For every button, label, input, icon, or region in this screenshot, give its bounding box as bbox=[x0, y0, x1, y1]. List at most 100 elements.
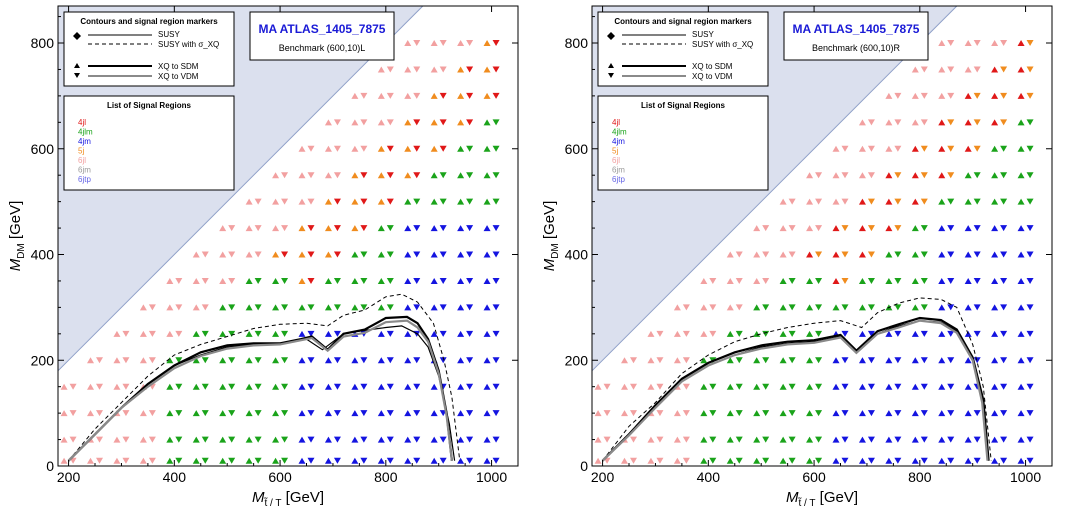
marker-down bbox=[1000, 172, 1008, 179]
marker-down bbox=[709, 457, 717, 464]
marker-down bbox=[762, 251, 770, 258]
marker-down bbox=[492, 251, 500, 258]
marker-down bbox=[894, 357, 902, 364]
marker-down bbox=[466, 436, 474, 443]
marker-up bbox=[673, 436, 681, 443]
marker-down bbox=[867, 330, 875, 337]
marker-down bbox=[281, 457, 289, 464]
marker-up bbox=[166, 410, 174, 417]
marker-down bbox=[254, 457, 262, 464]
marker-down bbox=[307, 457, 315, 464]
marker-down bbox=[413, 304, 421, 311]
x-tick-label: 1000 bbox=[1010, 469, 1041, 485]
marker-down bbox=[228, 436, 236, 443]
marker-up bbox=[991, 145, 999, 152]
marker-down bbox=[466, 198, 474, 205]
marker-up bbox=[911, 330, 919, 337]
marker-down bbox=[920, 119, 928, 126]
marker-up bbox=[272, 172, 280, 179]
legend-regions: List of Signal Regions 4jl4jlm4jm5j6jl6jm… bbox=[63, 95, 235, 191]
marker-up bbox=[219, 251, 227, 258]
marker-down bbox=[466, 410, 474, 417]
marker-up bbox=[377, 304, 385, 311]
marker-up bbox=[858, 330, 866, 337]
marker-up bbox=[1017, 383, 1025, 390]
marker-down bbox=[492, 172, 500, 179]
marker-up bbox=[272, 304, 280, 311]
marker-down bbox=[333, 225, 341, 232]
marker-down bbox=[947, 40, 955, 47]
marker-down bbox=[466, 457, 474, 464]
marker-down bbox=[1026, 172, 1034, 179]
marker-grid bbox=[594, 40, 1034, 464]
marker-down bbox=[920, 330, 928, 337]
benchmark-subtitle: Benchmark (600,10)R bbox=[812, 43, 901, 53]
marker-up bbox=[911, 251, 919, 258]
signal-region-label: 4jlm bbox=[612, 128, 627, 137]
marker-up bbox=[753, 304, 761, 311]
marker-down bbox=[307, 304, 315, 311]
legend-regions-title: List of Signal Regions bbox=[641, 101, 726, 110]
contour-susy-with-xq bbox=[68, 293, 461, 462]
marker-down bbox=[201, 330, 209, 337]
marker-up bbox=[404, 410, 412, 417]
marker-down bbox=[201, 410, 209, 417]
marker-up bbox=[272, 277, 280, 284]
marker-up bbox=[245, 251, 253, 258]
marker-up bbox=[806, 357, 814, 364]
marker-up bbox=[1017, 457, 1025, 464]
marker-up bbox=[60, 457, 68, 464]
marker-up bbox=[779, 198, 787, 205]
marker-down bbox=[413, 410, 421, 417]
marker-down bbox=[466, 40, 474, 47]
marker-up bbox=[166, 304, 174, 311]
marker-down bbox=[762, 383, 770, 390]
contour-xq-to-vdm bbox=[67, 319, 453, 462]
marker-up bbox=[404, 383, 412, 390]
plot-frame bbox=[591, 5, 1053, 467]
marker-up bbox=[779, 251, 787, 258]
marker-down bbox=[709, 277, 717, 284]
marker-down bbox=[867, 304, 875, 311]
marker-down bbox=[973, 198, 981, 205]
marker-down bbox=[788, 304, 796, 311]
marker-up bbox=[430, 172, 438, 179]
marker-up bbox=[483, 330, 491, 337]
marker-down bbox=[656, 410, 664, 417]
marker-up bbox=[377, 436, 385, 443]
x-tick-label: 1000 bbox=[476, 469, 507, 485]
marker-down bbox=[841, 145, 849, 152]
marker-up bbox=[726, 330, 734, 337]
marker-down bbox=[1026, 251, 1034, 258]
marker-up bbox=[964, 304, 972, 311]
marker-up bbox=[832, 457, 840, 464]
marker-up bbox=[753, 357, 761, 364]
marker-down bbox=[413, 383, 421, 390]
signal-region-label: 6jl bbox=[612, 156, 620, 165]
marker-up bbox=[726, 383, 734, 390]
marker-down bbox=[1000, 251, 1008, 258]
y-axis-label: MDM [GeV] bbox=[7, 201, 27, 272]
marker-down bbox=[1026, 277, 1034, 284]
marker-up bbox=[911, 357, 919, 364]
marker-down bbox=[201, 277, 209, 284]
marker-down bbox=[413, 457, 421, 464]
marker-up bbox=[964, 251, 972, 258]
marker-down bbox=[815, 277, 823, 284]
marker-up bbox=[351, 357, 359, 364]
marker-down bbox=[894, 436, 902, 443]
marker-down bbox=[682, 457, 690, 464]
marker-down bbox=[492, 304, 500, 311]
marker-down bbox=[973, 277, 981, 284]
marker-down bbox=[201, 304, 209, 311]
chart-panel-left: 200 400 600 800 1000 0 200 400 600 800 Mt̃ / T [Ge… bbox=[0, 0, 533, 518]
marker-up bbox=[673, 457, 681, 464]
marker-down bbox=[360, 145, 368, 152]
marker-up bbox=[911, 277, 919, 284]
marker-down bbox=[894, 225, 902, 232]
marker-down bbox=[735, 304, 743, 311]
marker-down bbox=[439, 145, 447, 152]
marker-up bbox=[832, 383, 840, 390]
marker-down bbox=[386, 457, 394, 464]
marker-down bbox=[762, 457, 770, 464]
